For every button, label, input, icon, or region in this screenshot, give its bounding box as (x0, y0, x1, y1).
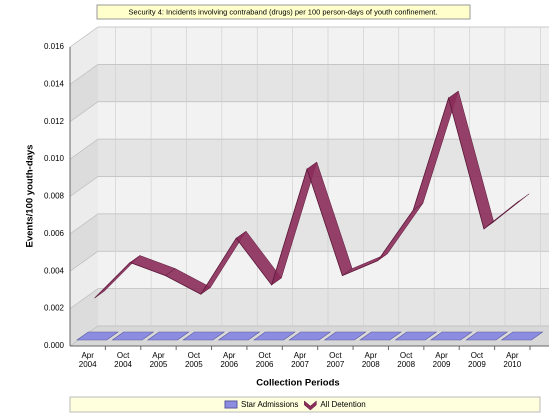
y-tick-label: 0.014 (44, 79, 65, 88)
side-band (70, 101, 98, 160)
x-tick-label: Apr 2010 (503, 351, 521, 369)
x-tick-label: Apr 2008 (362, 351, 380, 369)
x-tick-label: Apr 2005 (150, 351, 168, 369)
y-tick-label: 0.006 (44, 229, 65, 238)
x-tick-label: Oct 2005 (185, 351, 203, 369)
bar (182, 331, 226, 341)
y-axis-label: Events/100 youth-days (25, 145, 36, 248)
bar (146, 331, 190, 341)
bar (359, 331, 402, 341)
x-tick-label: Oct 2009 (468, 351, 486, 369)
x-tick-label: Oct 2006 (256, 351, 274, 369)
x-tick-label: Apr 2009 (433, 351, 451, 369)
wall-band (98, 213, 549, 252)
bar (253, 331, 296, 341)
side-band (70, 288, 98, 346)
bar (465, 331, 509, 341)
bar (288, 331, 332, 341)
bar (76, 331, 119, 341)
side-band (70, 251, 98, 309)
line (94, 96, 520, 299)
y-tick-label: 0.016 (44, 42, 65, 51)
y-tick-label: 0.002 (44, 304, 65, 313)
side-band (70, 64, 98, 122)
y-tick-label: 0.004 (44, 266, 65, 275)
wall-band (98, 139, 549, 177)
wall-band (98, 27, 549, 65)
x-tick-label: Oct 2008 (397, 351, 415, 369)
bar (500, 331, 544, 341)
title-box (96, 4, 471, 20)
y-tick-label: 0.012 (44, 117, 65, 126)
x-tick-label: Apr 2004 (79, 351, 97, 369)
legend-swatch (224, 400, 238, 409)
bar (111, 331, 155, 341)
bar (323, 331, 367, 341)
x-tick-label: Apr 2006 (220, 351, 238, 369)
bar (217, 331, 261, 341)
wall-band (98, 64, 549, 102)
y-tick-label: 0.008 (44, 192, 65, 201)
x-tick-label: Apr 2007 (291, 351, 309, 369)
legend-label: All Detention (320, 400, 365, 409)
side-band (70, 139, 98, 197)
x-tick-label: Oct 2004 (114, 351, 132, 369)
chart-title: Security 4: Incidents involving contraba… (129, 7, 438, 16)
legend-swatch (304, 400, 317, 411)
bar (394, 331, 438, 341)
side-band (70, 213, 98, 272)
wall-band (98, 288, 549, 326)
x-axis-label: Collection Periods (256, 378, 339, 389)
bar (429, 331, 473, 341)
wall-band (98, 101, 549, 140)
y-tick-label: 0.000 (44, 341, 65, 350)
x-tick-label: Oct 2007 (326, 351, 344, 369)
y-tick-label: 0.010 (44, 154, 65, 163)
side-band (70, 27, 98, 85)
side-band (70, 176, 98, 234)
legend-label: Star Admissions (241, 400, 298, 409)
